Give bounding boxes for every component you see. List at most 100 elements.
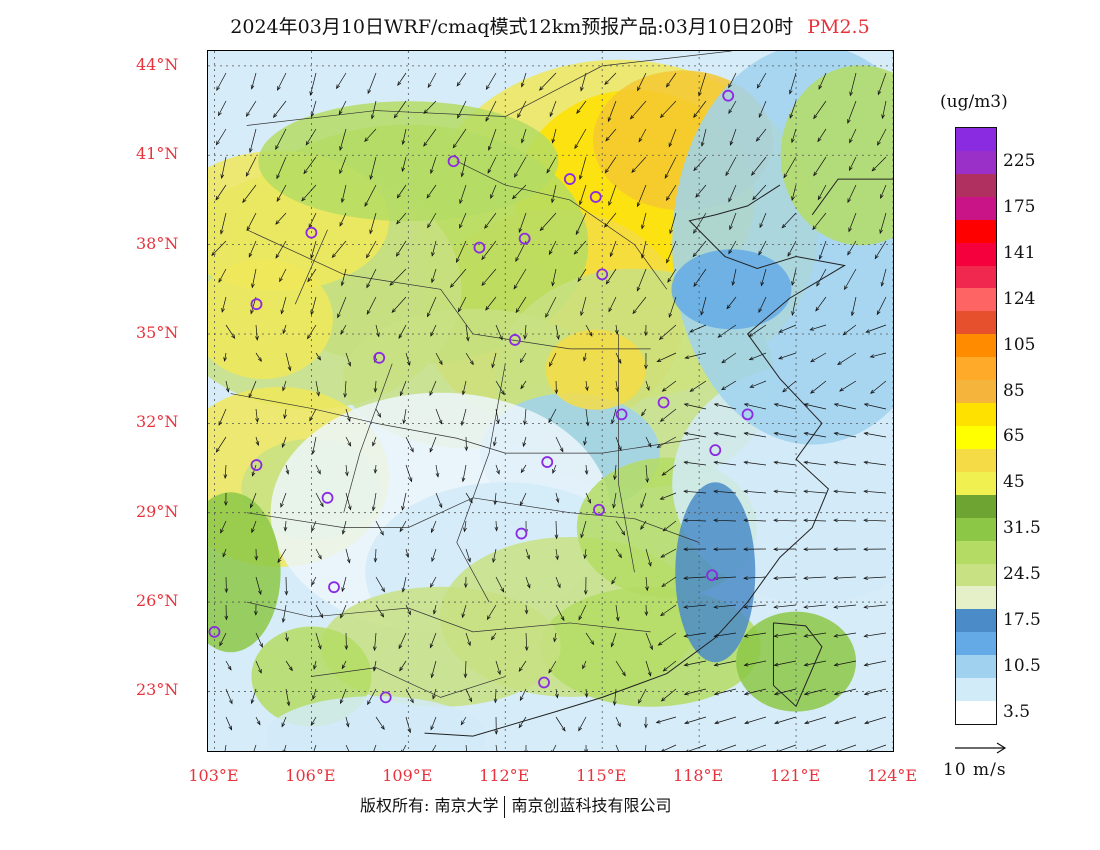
wind-arrow-head: [319, 502, 324, 508]
wind-arrow-head: [728, 83, 732, 89]
wind-arrow: [615, 744, 619, 751]
wind-arrow-head: [423, 142, 428, 147]
station-marker: [596, 268, 609, 281]
wind-arrow-head: [305, 140, 310, 146]
wind-arrow: [585, 688, 588, 698]
wind-arrow: [310, 296, 317, 315]
wind-arrow-head: [313, 664, 317, 670]
wind-arrow: [222, 548, 227, 557]
wind-arrow: [486, 72, 497, 90]
wind-arrow: [661, 688, 677, 702]
wind-arrow: [285, 632, 288, 642]
wind-arrow-head: [399, 666, 404, 672]
wind-arrow: [668, 296, 677, 318]
wind-arrow: [427, 212, 437, 228]
wind-arrow-head: [843, 285, 848, 291]
wind-arrow-head: [773, 518, 778, 523]
wind-arrow-head: [604, 168, 609, 174]
wind-arrow: [834, 632, 857, 637]
wind-arrow-head: [407, 728, 412, 734]
pollution-patch: [671, 249, 792, 330]
wind-arrow-head: [810, 358, 815, 363]
wind-arrow: [405, 688, 414, 703]
wind-arrow: [774, 461, 797, 466]
wind-arrow: [310, 716, 317, 726]
pollution-map[interactable]: [207, 50, 894, 752]
wind-arrow-head: [585, 386, 589, 392]
wind-arrow: [791, 296, 797, 316]
wind-arrow: [405, 548, 409, 558]
wind-arrow-head: [713, 605, 719, 609]
wind-arrow-head: [621, 671, 626, 677]
wind-arrow-head: [410, 447, 414, 453]
wind-arrow-head: [660, 553, 666, 558]
wind-arrow-head: [217, 111, 222, 117]
wind-arrow-head: [405, 553, 410, 559]
wind-arrow-head: [667, 278, 672, 283]
wind-arrow-head: [345, 722, 350, 728]
wind-arrow: [605, 128, 617, 141]
wind-arrow: [338, 100, 347, 115]
wind-arrow: [461, 408, 467, 426]
wind-arrow: [432, 744, 437, 751]
wind-arrow: [218, 268, 227, 283]
wind-arrow: [341, 660, 347, 669]
wind-arrow-head: [713, 489, 718, 494]
wind-arrow-head: [743, 431, 749, 436]
wind-arrow-head: [728, 249, 733, 255]
wind-arrow-head: [317, 554, 322, 560]
wind-arrow-head: [803, 605, 809, 609]
wind-arrow: [525, 576, 531, 588]
wind-arrow: [615, 660, 626, 676]
wind-arrow-head: [728, 109, 733, 115]
wind-arrow-head: [804, 720, 809, 725]
wind-arrow-head: [250, 84, 255, 90]
wind-arrow-head: [461, 613, 466, 619]
wind-arrow-head: [346, 558, 351, 564]
wind-arrow: [465, 688, 473, 702]
wind-arrow: [819, 240, 827, 260]
wind-arrow: [555, 436, 564, 452]
wind-arrow: [744, 576, 767, 579]
province-border: [618, 333, 635, 573]
wind-arrow-head: [311, 449, 316, 455]
wind-arrow: [311, 576, 317, 586]
wind-arrow: [340, 604, 347, 619]
wind-arrow: [774, 403, 797, 410]
wind-arrow-head: [275, 253, 280, 259]
color-legend: [955, 127, 997, 725]
wind-arrow-head: [275, 145, 279, 151]
wind-arrow-head: [615, 387, 620, 393]
wind-arrow: [224, 744, 227, 751]
wind-arrow-head: [743, 633, 749, 638]
wind-arrow-head: [788, 89, 793, 95]
wind-arrow-head: [713, 691, 719, 696]
wind-arrow: [882, 100, 887, 119]
wind-arrow-head: [683, 431, 689, 436]
wind-arrow-head: [280, 502, 284, 508]
wind-arrow: [283, 744, 287, 751]
legend-swatch: [956, 701, 996, 725]
wind-arrow: [834, 519, 857, 522]
wind-arrow-head: [317, 469, 321, 475]
wind-arrow-head: [721, 386, 726, 391]
wind-arrow-head: [401, 140, 406, 146]
wind-arrow: [791, 128, 797, 143]
wind-arrow-head: [612, 503, 616, 509]
wind-arrow: [774, 716, 797, 724]
wind-arrow: [804, 576, 827, 579]
wind-arrow: [518, 660, 527, 672]
wind-arrow: [579, 184, 587, 205]
wind-arrow-head: [560, 616, 565, 622]
wind-arrow: [216, 72, 227, 91]
wind-arrow-head: [817, 137, 822, 143]
wind-arrow-head: [366, 283, 371, 289]
wind-arrow: [211, 240, 227, 256]
wind-arrow-head: [576, 109, 581, 114]
wind-arrow: [276, 156, 287, 179]
wind-arrow: [555, 716, 566, 732]
wind-arrow: [337, 296, 347, 318]
wind-arrow: [714, 660, 737, 666]
wind-arrow: [462, 604, 467, 618]
wind-arrow-head: [397, 81, 402, 86]
